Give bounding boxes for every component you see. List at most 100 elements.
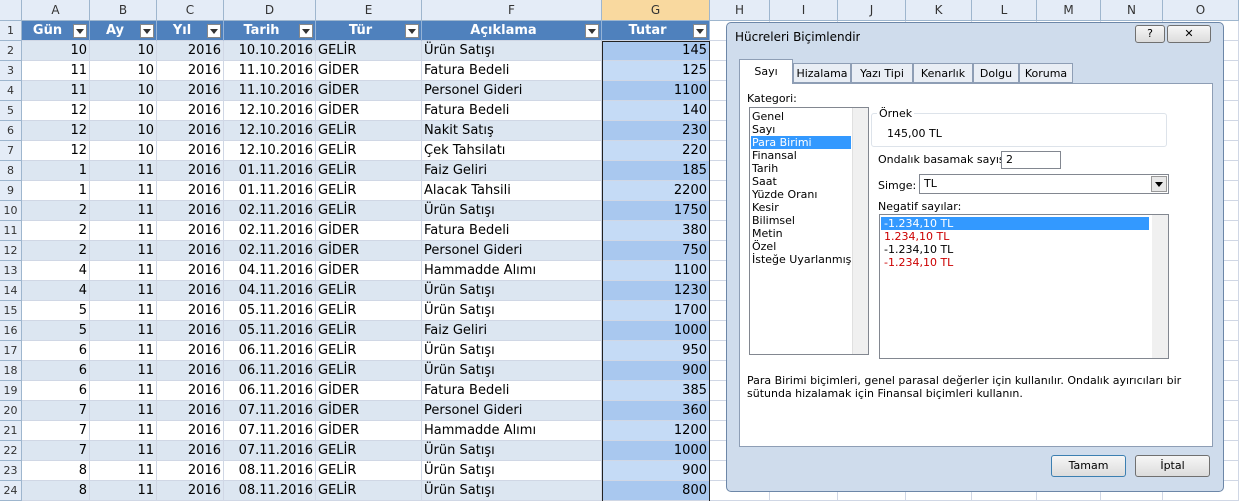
- cell[interactable]: GELİR: [316, 301, 422, 321]
- cell[interactable]: 11: [90, 341, 157, 361]
- negative-item[interactable]: -1.234,10 TL: [884, 243, 954, 256]
- cell[interactable]: 2016: [157, 281, 224, 301]
- cell[interactable]: 07.11.2016: [224, 401, 316, 421]
- cell[interactable]: GİDER: [316, 81, 422, 101]
- header-cell[interactable]: Açıklama: [422, 21, 602, 41]
- cell[interactable]: GİDER: [316, 401, 422, 421]
- column-header[interactable]: E: [316, 0, 422, 21]
- cell[interactable]: 05.11.2016: [224, 301, 316, 321]
- cell[interactable]: 11.10.2016: [224, 81, 316, 101]
- negative-item[interactable]: -1.234,10 TL: [881, 217, 1149, 230]
- row-header[interactable]: 2: [0, 41, 22, 61]
- cell[interactable]: 2016: [157, 261, 224, 281]
- cell[interactable]: Ürün Satışı: [422, 441, 602, 461]
- tab[interactable]: Dolgu: [973, 63, 1019, 83]
- cell[interactable]: Fatura Bedeli: [422, 101, 602, 121]
- cell[interactable]: 2016: [157, 361, 224, 381]
- cell[interactable]: 4: [22, 281, 90, 301]
- category-item[interactable]: Kesir: [752, 201, 779, 214]
- cell[interactable]: 11: [90, 361, 157, 381]
- cell[interactable]: 11: [90, 381, 157, 401]
- cell[interactable]: 2: [22, 221, 90, 241]
- cell[interactable]: GİDER: [316, 61, 422, 81]
- cell[interactable]: 4: [22, 261, 90, 281]
- cell[interactable]: 360: [602, 401, 710, 421]
- cell[interactable]: Faiz Geliri: [422, 321, 602, 341]
- cell[interactable]: Faiz Geliri: [422, 161, 602, 181]
- cell[interactable]: 06.11.2016: [224, 361, 316, 381]
- cell[interactable]: 8: [22, 481, 90, 501]
- header-cell[interactable]: Tür: [316, 21, 422, 41]
- cell[interactable]: 06.11.2016: [224, 381, 316, 401]
- cell[interactable]: Nakit Satış: [422, 121, 602, 141]
- row-header[interactable]: 16: [0, 321, 22, 341]
- cell[interactable]: 5: [22, 301, 90, 321]
- cell[interactable]: GİDER: [316, 101, 422, 121]
- cell[interactable]: 2016: [157, 61, 224, 81]
- category-item[interactable]: Finansal: [752, 149, 797, 162]
- cell[interactable]: GELİR: [316, 321, 422, 341]
- filter-button[interactable]: [693, 24, 707, 38]
- column-header[interactable]: O: [1163, 0, 1239, 21]
- cell[interactable]: 12.10.2016: [224, 101, 316, 121]
- tab[interactable]: Hizalama: [793, 63, 851, 83]
- cell[interactable]: Personel Gideri: [422, 81, 602, 101]
- cell[interactable]: GİDER: [316, 221, 422, 241]
- row-header[interactable]: 14: [0, 281, 22, 301]
- cell[interactable]: 1700: [602, 301, 710, 321]
- filter-button[interactable]: [405, 24, 419, 38]
- dropdown-button[interactable]: [1151, 176, 1167, 192]
- cell[interactable]: 6: [22, 341, 90, 361]
- cell[interactable]: 11: [90, 161, 157, 181]
- cell[interactable]: 185: [602, 161, 710, 181]
- cell[interactable]: 220: [602, 141, 710, 161]
- cell[interactable]: 02.11.2016: [224, 221, 316, 241]
- cell[interactable]: 2016: [157, 101, 224, 121]
- cell[interactable]: Ürün Satışı: [422, 481, 602, 501]
- cell[interactable]: Hammadde Alımı: [422, 421, 602, 441]
- category-item[interactable]: İsteğe Uyarlanmış: [752, 253, 851, 266]
- row-header[interactable]: 23: [0, 461, 22, 481]
- cell[interactable]: 02.11.2016: [224, 201, 316, 221]
- cell[interactable]: 2: [22, 201, 90, 221]
- cell[interactable]: 04.11.2016: [224, 261, 316, 281]
- filter-button[interactable]: [207, 24, 221, 38]
- cell[interactable]: 11: [90, 181, 157, 201]
- row-header[interactable]: 10: [0, 201, 22, 221]
- cell[interactable]: 1100: [602, 81, 710, 101]
- cell[interactable]: GİDER: [316, 241, 422, 261]
- cell[interactable]: 6: [22, 361, 90, 381]
- help-button[interactable]: ?: [1135, 25, 1165, 43]
- cell[interactable]: 2016: [157, 441, 224, 461]
- cell[interactable]: 1: [22, 161, 90, 181]
- filter-button[interactable]: [299, 24, 313, 38]
- cell[interactable]: 1100: [602, 261, 710, 281]
- filter-button[interactable]: [585, 24, 599, 38]
- cell[interactable]: 2016: [157, 201, 224, 221]
- row-header[interactable]: 6: [0, 121, 22, 141]
- row-header[interactable]: 7: [0, 141, 22, 161]
- cell[interactable]: 10: [90, 41, 157, 61]
- tab[interactable]: Yazı Tipi: [851, 63, 913, 83]
- cell[interactable]: 2016: [157, 141, 224, 161]
- scrollbar[interactable]: [852, 108, 868, 354]
- cell[interactable]: 11: [90, 421, 157, 441]
- cell[interactable]: 07.11.2016: [224, 441, 316, 461]
- header-cell[interactable]: Tarih: [224, 21, 316, 41]
- cell[interactable]: 2016: [157, 41, 224, 61]
- cell[interactable]: 12.10.2016: [224, 141, 316, 161]
- tab[interactable]: Koruma: [1019, 63, 1073, 83]
- cell[interactable]: 11: [22, 61, 90, 81]
- cell[interactable]: Hammadde Alımı: [422, 261, 602, 281]
- category-item[interactable]: Sayı: [752, 123, 776, 136]
- cell[interactable]: 1200: [602, 421, 710, 441]
- cell[interactable]: 7: [22, 401, 90, 421]
- negative-list[interactable]: -1.234,10 TL 1.234,10 TL -1.234,10 TL -1.23…: [879, 214, 1169, 359]
- column-header[interactable]: C: [157, 0, 224, 21]
- category-item[interactable]: Saat: [752, 175, 777, 188]
- cell[interactable]: 385: [602, 381, 710, 401]
- cell[interactable]: 750: [602, 241, 710, 261]
- cell[interactable]: GELİR: [316, 121, 422, 141]
- column-header[interactable]: D: [224, 0, 316, 21]
- cell[interactable]: 140: [602, 101, 710, 121]
